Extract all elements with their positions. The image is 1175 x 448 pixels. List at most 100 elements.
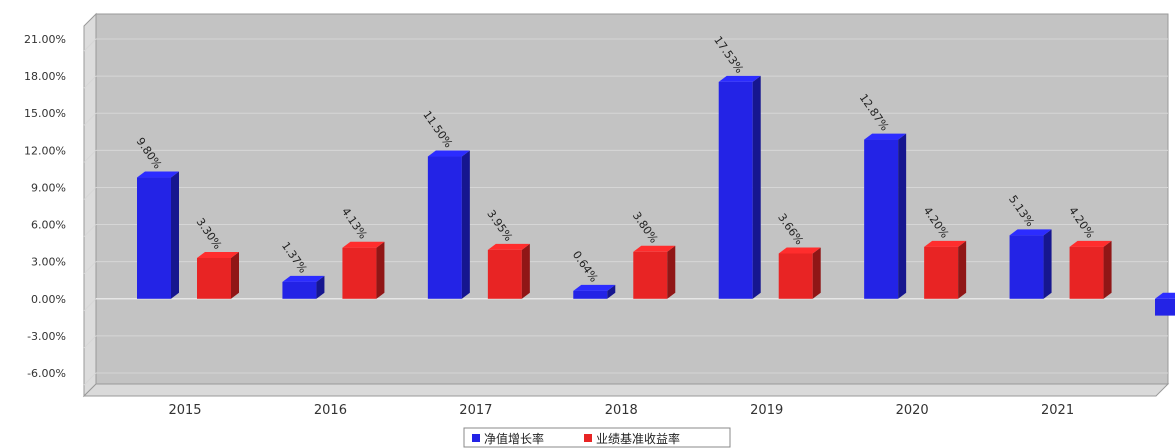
x-tick-label: 2018	[605, 403, 638, 418]
bar-benchmark-2021	[1069, 240, 1112, 299]
legend-label-series-1: 净值增长率	[484, 431, 544, 446]
grid-line-side	[83, 298, 97, 312]
bar-side	[607, 284, 616, 299]
x-tick-label: 2020	[896, 403, 929, 418]
bar-nav-growth-2021	[1009, 229, 1052, 299]
bar-front	[718, 81, 753, 299]
grid-line-side	[83, 187, 97, 200]
plot-left-wall	[83, 12, 97, 398]
bar-top	[197, 251, 239, 258]
bar-front	[1069, 246, 1104, 299]
bars	[137, 75, 1175, 316]
x-axis-ticks: 20152016201720182019202020212022	[168, 403, 1074, 418]
bar-top	[282, 275, 325, 282]
bar-front	[924, 246, 959, 299]
bar-front	[137, 177, 171, 299]
bar-front	[633, 251, 668, 299]
bar-front	[778, 253, 813, 299]
bar-side	[812, 247, 821, 299]
grid-line-side	[83, 372, 97, 386]
bar-front	[197, 257, 231, 299]
plot-floor	[82, 383, 1170, 397]
y-tick-label: 15.00%	[24, 107, 66, 120]
bar-front	[282, 281, 317, 299]
bar-benchmark-2017	[487, 243, 530, 299]
bar-top	[1009, 229, 1052, 236]
data-label: -1.36%	[1172, 320, 1175, 359]
y-tick-label: 6.00%	[31, 219, 66, 232]
y-tick-label: 12.00%	[24, 144, 66, 157]
plot-frame	[82, 12, 1170, 398]
bar-front	[1009, 235, 1044, 299]
bar-benchmark-2018	[633, 245, 676, 299]
bar-side	[1043, 229, 1052, 299]
bar-side	[376, 241, 385, 299]
x-tick-label: 2021	[1041, 403, 1074, 418]
grid-line-side	[83, 75, 97, 89]
legend-box	[463, 427, 731, 448]
bar-benchmark-2020	[924, 240, 967, 299]
bar-nav-growth-2022	[1155, 292, 1175, 316]
bar-side	[316, 275, 325, 299]
y-axis-ticks: 21.00% 18.00% 15.00% 12.00% 9.00% 6.00% 3.00% 0…	[24, 33, 66, 380]
bar-top	[137, 171, 179, 178]
bar-side	[958, 240, 967, 299]
bar-front	[487, 249, 522, 299]
bar-side	[1103, 240, 1112, 299]
y-tick-label: 0.00%	[31, 293, 66, 306]
bar-side	[521, 243, 530, 299]
legend-swatch-series-1	[472, 434, 480, 442]
bar-top	[778, 247, 821, 254]
bar-top	[1155, 292, 1175, 299]
bar-side	[667, 245, 676, 299]
grid-line-side	[83, 335, 97, 349]
y-tick-label: -3.00%	[27, 330, 66, 343]
bar-front	[573, 290, 608, 299]
bar-nav-growth-2015	[137, 171, 179, 299]
x-tick-label: 2017	[459, 403, 492, 418]
bar-front	[427, 156, 462, 299]
bar-front	[1155, 298, 1175, 316]
bar-benchmark-2019	[778, 247, 821, 299]
bar-benchmark-2016	[342, 241, 385, 299]
bar-side	[231, 251, 239, 299]
bar-nav-growth-2020	[864, 133, 907, 299]
bar-nav-growth-2017	[427, 150, 470, 299]
bar-top	[487, 243, 530, 250]
y-tick-label: 21.00%	[24, 33, 66, 46]
bar-side	[171, 171, 179, 299]
bar-top	[633, 245, 676, 252]
x-tick-label: 2019	[750, 403, 783, 418]
grid-line-side	[83, 224, 97, 237]
grid-line-side	[83, 112, 97, 126]
x-tick-label: 2015	[168, 403, 201, 418]
bar-top	[924, 240, 967, 247]
legend-swatch-series-2	[584, 434, 592, 442]
grid-line-side	[83, 38, 97, 52]
grid-lines	[83, 38, 1168, 386]
bar-top	[718, 75, 761, 82]
bar-top	[573, 284, 616, 291]
legend-label-series-2: 业绩基准收益率	[596, 431, 680, 446]
y-tick-label: 3.00%	[31, 256, 66, 269]
x-tick-label: 2016	[314, 403, 347, 418]
bar-top	[864, 133, 907, 140]
grid-line-side	[83, 261, 97, 275]
grid-line-side	[83, 149, 97, 163]
bar-top	[1069, 240, 1112, 247]
y-tick-label: -6.00%	[27, 367, 66, 380]
bar-top	[342, 241, 385, 248]
bar-nav-growth-2016	[282, 275, 325, 299]
bar-top	[427, 150, 470, 157]
y-tick-label: 9.00%	[31, 181, 66, 194]
bar-front	[864, 139, 899, 299]
bar-nav-growth-2019	[718, 75, 761, 299]
bar-nav-growth-2018	[573, 284, 616, 299]
bar-front	[342, 247, 377, 299]
legend: 净值增长率 业绩基准收益率	[463, 427, 731, 448]
bar-side	[461, 150, 470, 299]
bar-benchmark-2015	[197, 251, 239, 299]
y-tick-label: 18.00%	[24, 70, 66, 83]
